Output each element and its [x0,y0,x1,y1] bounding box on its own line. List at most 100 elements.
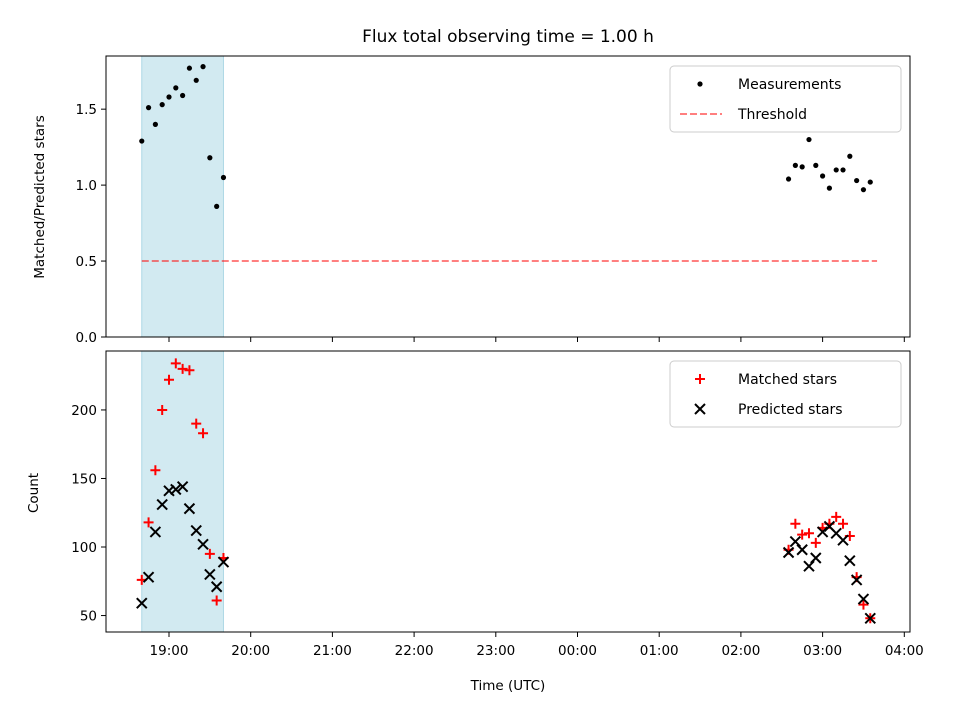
y-tick-label: 100 [71,540,97,556]
predicted-star-point [796,544,808,556]
measurement-point [785,176,792,182]
matched-star-point [198,428,209,439]
measurement-point [214,203,220,209]
predicted-star-point [142,571,155,583]
predicted-star-point [210,581,223,593]
measurement-point [193,77,199,83]
predicted-star-point [837,534,849,546]
measurement-point [200,64,206,70]
chart-title: Flux total observing time = 1.00 h [362,27,654,47]
top-y-axis-label: Matched/Predicted stars [32,115,48,278]
matched-star-point [164,374,174,385]
top-legend: Measurements Threshold [669,65,902,133]
x-tick-label: 20:00 [231,643,270,659]
legend-measurement-marker [697,81,703,87]
x-tick-label: 19:00 [150,643,189,659]
x-axis-label: Time (UTC) [470,678,546,694]
matched-star-point [143,517,154,528]
measurement-point [186,65,193,71]
matched-star-point [810,537,821,548]
legend-label: Measurements [738,77,841,93]
predicted-star-point [844,555,856,567]
matched-star-point [204,548,215,559]
predicted-star-point [782,546,795,559]
measurement-point [826,185,833,191]
predicted-star-point [190,524,202,537]
predicted-star-point [170,483,182,496]
predicted-star-point [136,597,148,609]
matched-star-point [191,418,202,429]
axes-frame [105,55,911,338]
measurement-point [820,173,826,179]
predicted-star-point [217,556,230,568]
measurement-point [792,162,798,168]
predicted-star-point [864,612,876,625]
predicted-star-point [197,538,209,550]
predicted-star-point [156,498,168,511]
measurement-point [207,155,213,161]
predicted-star-point [176,480,189,493]
measurement-point [173,85,179,91]
y-tick-label: 1.5 [76,102,97,118]
measurement-point [139,138,145,144]
legend-label: Matched stars [738,372,837,388]
y-tick-label: 1.0 [76,178,97,194]
measurement-point [220,174,227,181]
measurement-point [166,94,172,100]
matched-star-point [858,599,869,610]
legend-label: Predicted stars [738,402,843,418]
matched-star-point [150,465,161,476]
measurement-point [145,105,152,111]
bottom-panel: 50 100 150 200 19:00 20:00 21:00 22:00 23:00 00:0… [71,350,924,659]
predicted-star-point [149,526,162,538]
predicted-star-point [810,552,822,564]
observing-window-span [141,55,224,338]
legend-predicted-marker [694,403,706,415]
predicted-star-point [850,574,863,586]
y-tick-label: 0.5 [76,254,97,270]
measurement-point [833,167,839,173]
x-tick-label: 02:00 [721,643,760,659]
legend-box [669,65,902,133]
matched-star-point [177,363,188,374]
legend-box [669,360,902,428]
legend-label: Threshold [737,107,807,123]
x-tick-label: 00:00 [558,643,597,659]
matched-star-point [157,404,168,415]
x-tick-label: 23:00 [476,643,515,659]
x-tick-label: 03:00 [803,643,842,659]
y-tick-label: 200 [71,403,97,419]
axes-frame [105,350,911,633]
matched-star-point [211,595,222,606]
measurement-point [799,164,805,170]
matched-star-point [170,358,181,369]
y-tick-label: 150 [71,471,97,487]
measurement-point [860,187,867,193]
x-tick-label: 22:00 [395,643,434,659]
measurement-point [847,153,853,159]
bottom-y-axis-label: Count [26,473,42,513]
predicted-star-point [183,502,196,515]
measurement-point [806,136,812,143]
y-tick-label: 50 [80,609,97,625]
predicted-star-point [857,593,870,605]
x-tick-label: 21:00 [313,643,352,659]
y-tick-label: 0.0 [76,330,97,346]
x-tick-label: 04:00 [885,643,924,659]
measurement-point [159,102,165,108]
measurement-point [813,162,819,168]
predicted-star-point [789,535,802,548]
matched-star-point [803,528,814,539]
top-panel: 0.0 0.5 1.0 1.5 Measurements Threshold [76,55,911,346]
measurement-point [854,177,860,184]
x-tick-label: 01:00 [640,643,679,659]
measurement-point [180,92,186,99]
matched-star-point [184,365,195,376]
observing-window-span [141,350,224,633]
bottom-legend: Matched stars Predicted stars [669,360,902,428]
matched-star-point [838,518,849,529]
measurement-point [152,121,158,127]
measurement-point [840,167,846,173]
predicted-star-point [204,568,216,581]
